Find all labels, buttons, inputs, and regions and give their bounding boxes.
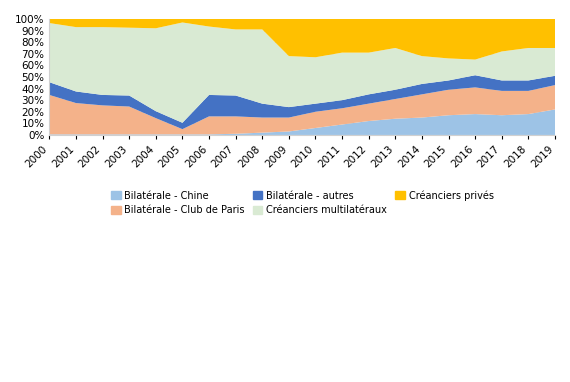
Legend: Bilatérale - Chine, Bilatérale - Club de Paris, Bilatérale - autres, Créanciers : Bilatérale - Chine, Bilatérale - Club de… xyxy=(107,186,498,219)
